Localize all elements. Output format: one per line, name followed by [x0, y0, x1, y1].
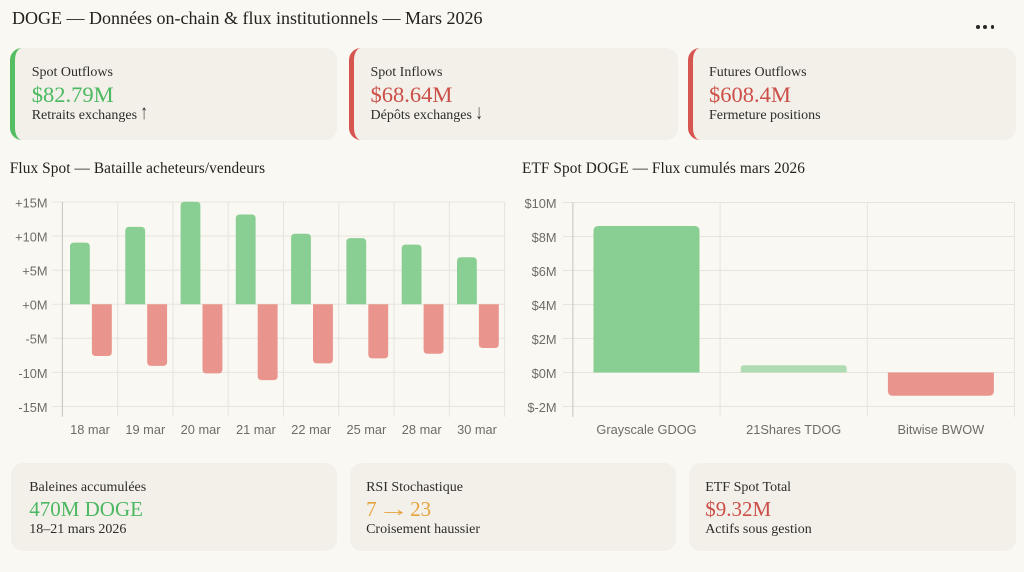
svg-text:25 mar: 25 mar [346, 422, 387, 437]
svg-text:28 mar: 28 mar [402, 422, 443, 437]
svg-text:21 mar: 21 mar [236, 422, 277, 437]
svg-text:$-2M: $-2M [527, 400, 556, 415]
svg-text:$8M: $8M [532, 230, 557, 245]
svg-text:-15M: -15M [18, 400, 47, 415]
svg-text:$10M: $10M [524, 196, 556, 211]
svg-text:19 mar: 19 mar [125, 422, 166, 437]
svg-text:21Shares TDOG: 21Shares TDOG [746, 422, 841, 437]
svg-text:-5M: -5M [25, 332, 47, 347]
svg-text:+5M: +5M [22, 264, 47, 279]
svg-text:$0M: $0M [532, 366, 557, 381]
svg-text:22 mar: 22 mar [291, 422, 332, 437]
svg-text:$2M: $2M [532, 332, 557, 347]
svg-text:+0M: +0M [22, 298, 47, 313]
svg-text:Grayscale GDOG: Grayscale GDOG [596, 422, 696, 437]
svg-text:30 mar: 30 mar [457, 422, 498, 437]
svg-text:-10M: -10M [18, 366, 47, 381]
svg-text:+15M: +15M [15, 195, 47, 210]
svg-text:$4M: $4M [532, 298, 557, 313]
svg-text:18 mar: 18 mar [70, 422, 111, 437]
svg-text:$6M: $6M [532, 264, 557, 279]
svg-text:20 mar: 20 mar [181, 422, 222, 437]
svg-text:+10M: +10M [15, 230, 47, 245]
svg-text:Bitwise BWOW: Bitwise BWOW [898, 422, 986, 437]
